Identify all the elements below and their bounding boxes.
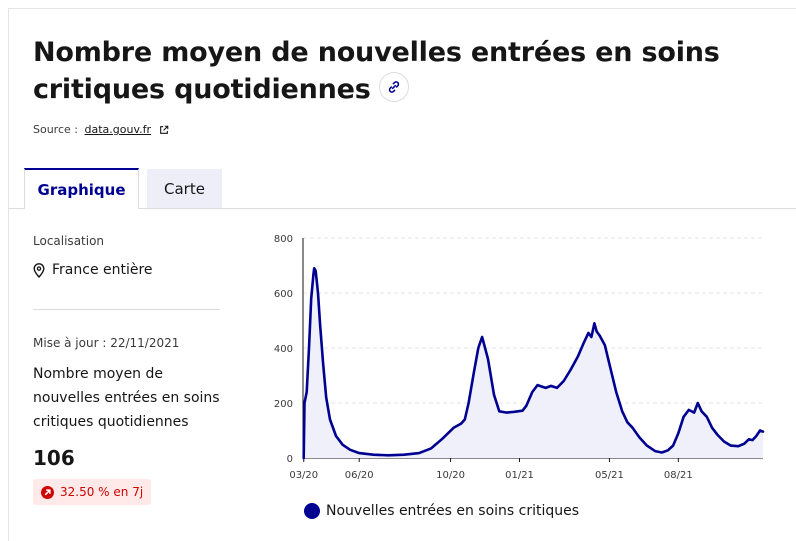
y-tick-label: 600 (274, 289, 293, 300)
x-tick-label: 01/21 (505, 470, 534, 481)
line-chart: 0 200 400 600 800 03/20 06/20 10/20 01/21 05/21 08… (274, 234, 765, 481)
trend-badge: 32.50 % en 7j (33, 479, 152, 505)
active-tab-gap (25, 208, 138, 209)
card-border-left (8, 8, 9, 541)
tab-carte[interactable]: Carte (147, 169, 222, 209)
location-value: France entière (52, 262, 153, 278)
x-tick-label: 06/20 (345, 470, 374, 481)
copy-link-button[interactable] (378, 71, 409, 102)
update-date: Mise à jour : 22/11/2021 (33, 336, 180, 350)
location-label: Localisation (33, 234, 105, 248)
y-tick-label: 800 (274, 234, 293, 245)
source-line: Source : data.gouv.fr (33, 123, 169, 136)
y-tick-label: 0 (287, 454, 293, 465)
indicator-value: 106 (33, 446, 75, 470)
chart-legend: Nouvelles entrées en soins critiques (304, 503, 579, 519)
legend-label: Nouvelles entrées en soins critiques (326, 503, 580, 519)
tab-graphique[interactable]: Graphique (24, 168, 139, 209)
page-title-text: Nombre moyen de nouvelles entrées en soi… (33, 37, 720, 105)
arrow-up-right-icon (41, 485, 54, 499)
source-link[interactable]: data.gouv.fr (84, 123, 151, 136)
link-icon (388, 80, 399, 93)
y-tick-label: 400 (274, 344, 293, 355)
tabs-divider (8, 208, 796, 209)
x-tick-label: 05/21 (595, 470, 624, 481)
page-title: Nombre moyen de nouvelles entrées en soi… (33, 34, 783, 108)
x-tick-label: 08/21 (664, 470, 693, 481)
indicator-title: Nombre moyen de nouvelles entrées en soi… (33, 366, 220, 430)
legend-swatch (304, 503, 320, 519)
tab-list: Graphique Carte (24, 168, 222, 209)
map-pin-icon (33, 262, 45, 278)
series-area-0 (303, 268, 763, 458)
source-prefix: Source : (33, 123, 78, 136)
series-line-0 (302, 267, 765, 460)
card-border-top (8, 8, 796, 9)
sidebar-divider (33, 309, 220, 310)
external-link-icon (159, 125, 168, 134)
location-selector: France entière (33, 262, 153, 278)
x-tick-label: 10/20 (436, 470, 465, 481)
y-tick-label: 200 (274, 399, 293, 410)
trend-text: 32.50 % en 7j (60, 485, 144, 499)
x-tick-label: 03/20 (289, 470, 318, 481)
